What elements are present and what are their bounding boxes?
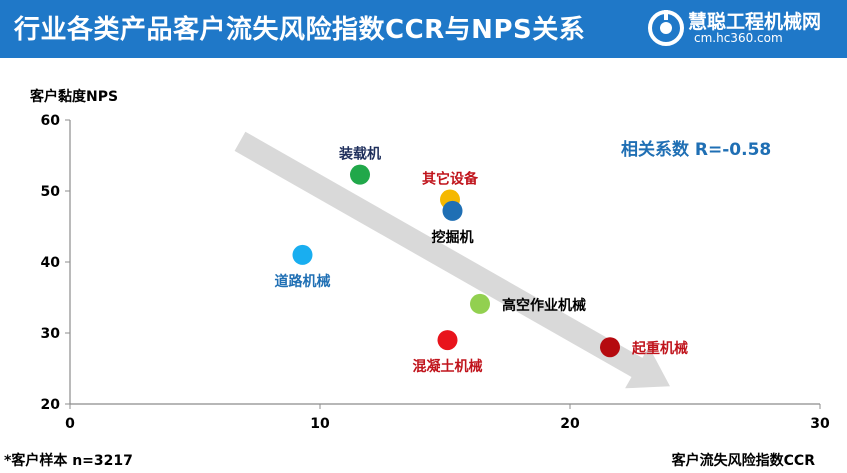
x-tick-label: 0	[65, 416, 75, 432]
data-point-label: 装载机	[338, 146, 381, 163]
correlation-label: 相关系数 R=-0.58	[621, 140, 772, 160]
data-point	[442, 200, 463, 221]
x-tick-label: 10	[310, 416, 330, 432]
logo-text: 慧聪工程机械网	[688, 11, 822, 33]
trend-arrow	[234, 131, 670, 389]
header-banner: 行业各类产品客户流失风险指数CCR与NPS关系 慧聪工程机械网 cm.hc360…	[0, 0, 847, 58]
y-tick-label: 20	[41, 397, 61, 413]
data-point-label: 道路机械	[275, 273, 331, 290]
data-point-label: 混凝土机械	[413, 358, 483, 375]
y-tick-label: 40	[41, 255, 61, 271]
data-point-label: 其它设备	[422, 171, 479, 188]
logo-url: cm.hc360.com	[694, 31, 783, 45]
page-title: 行业各类产品客户流失风险指数CCR与NPS关系	[14, 15, 586, 45]
x-tick-label: 20	[560, 416, 580, 432]
data-point	[437, 330, 458, 351]
data-point-label: 高空作业机械	[502, 297, 586, 314]
data-point-label: 挖掘机	[432, 229, 474, 246]
data-point	[350, 164, 370, 185]
x-tick-label: 30	[810, 416, 830, 432]
y-tick-label: 30	[41, 326, 61, 342]
data-point	[600, 337, 620, 358]
sample-note: *客户样本 n=3217	[4, 453, 133, 469]
x-axis-title: 客户流失风险指数CCR	[671, 453, 815, 469]
logo-icon	[648, 10, 684, 46]
y-tick-label: 60	[41, 113, 61, 129]
scatter-chart: 20 30 40 50 60 0 10 20 30 装载机其它设备挖掘机道路机械高空作业机械混凝…	[41, 113, 830, 432]
data-point	[470, 293, 490, 314]
data-point	[292, 244, 313, 265]
data-point-label: 起重机械	[631, 340, 688, 357]
y-axis-title: 客户黏度NPS	[30, 89, 119, 105]
logo: 慧聪工程机械网 cm.hc360.com	[648, 6, 844, 52]
y-tick-label: 50	[41, 184, 61, 200]
